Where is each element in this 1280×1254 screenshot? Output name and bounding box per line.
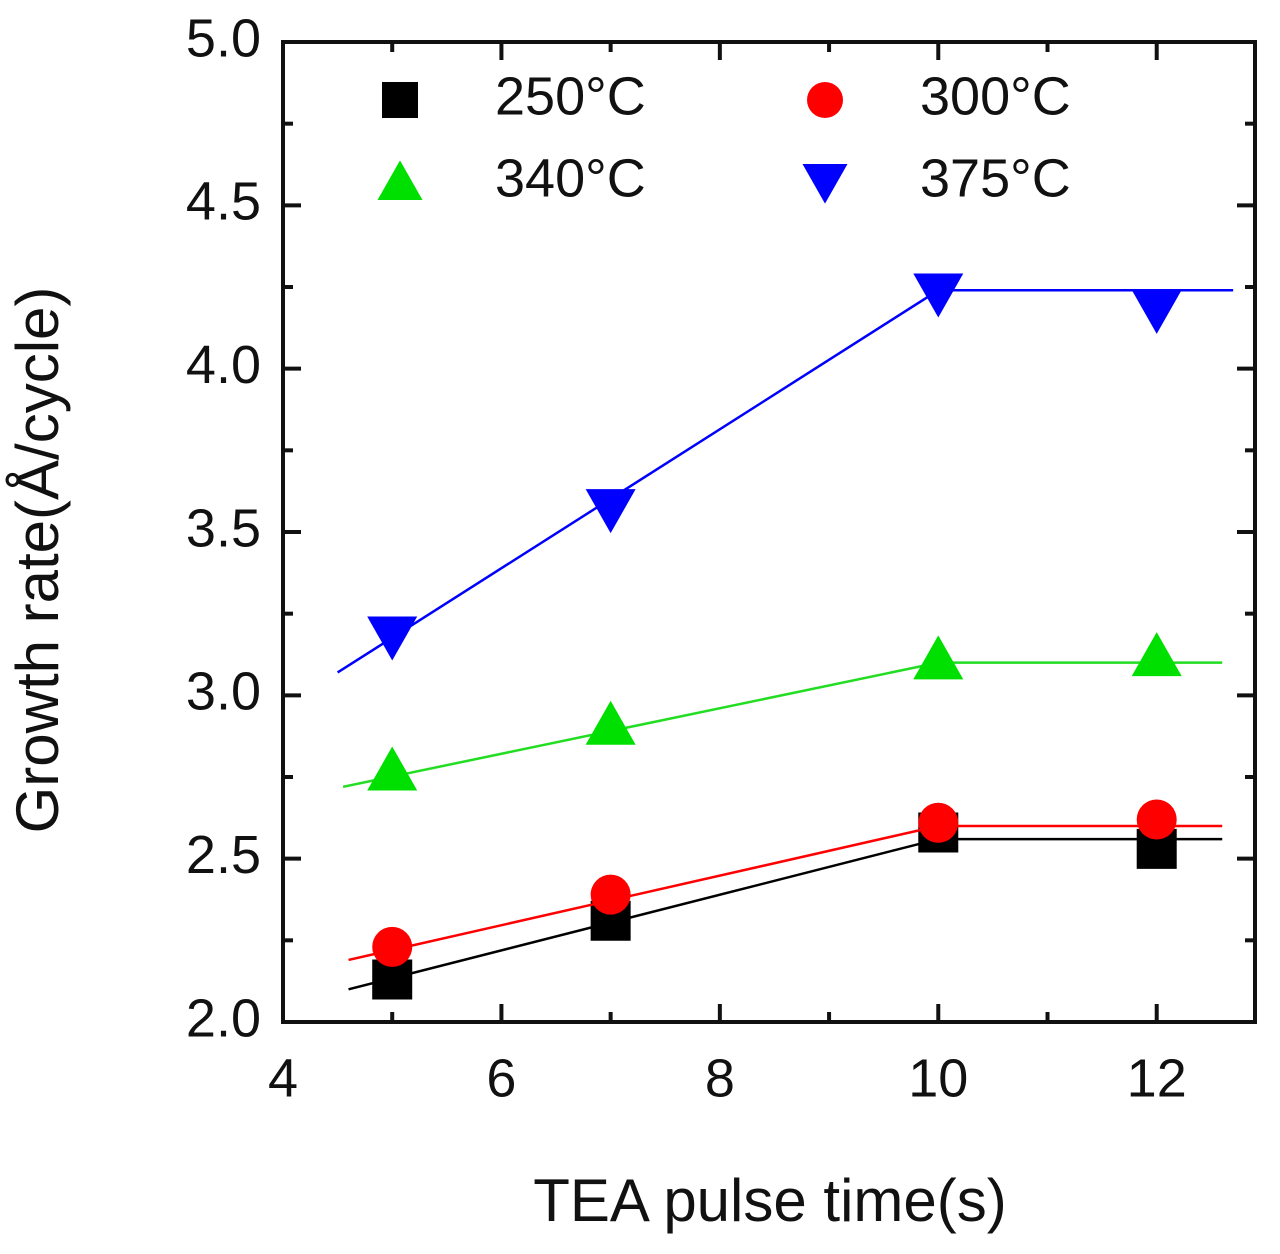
marker <box>367 616 418 661</box>
y-tick-label: 4.0 <box>186 335 261 395</box>
marker <box>913 635 964 680</box>
marker <box>372 959 413 1000</box>
marker <box>1131 289 1182 334</box>
legend-label: 340°C <box>495 148 646 208</box>
marker <box>1131 632 1182 677</box>
fit-line <box>342 661 1223 789</box>
legend-marker <box>802 164 848 204</box>
marker <box>585 700 636 745</box>
marker <box>1136 799 1177 840</box>
legend-marker <box>807 82 843 118</box>
marker <box>590 874 631 915</box>
plot-frame <box>281 40 1257 1024</box>
x-tick-label: 8 <box>705 1048 735 1108</box>
x-axis-label: TEA pulse time(s) <box>533 1167 1006 1234</box>
marker <box>913 273 964 318</box>
legend-label: 300°C <box>920 66 1071 126</box>
y-tick-label: 3.5 <box>186 498 261 558</box>
fit-line <box>348 824 1223 962</box>
fit-line <box>336 289 1234 674</box>
y-tick-label: 4.5 <box>186 172 261 232</box>
x-tick-label: 6 <box>486 1048 516 1108</box>
legend-label: 250°C <box>495 66 646 126</box>
y-axis-label: Growth rate(Å/cycle) <box>4 287 71 834</box>
legend-marker <box>377 160 423 200</box>
y-tick-label: 2.0 <box>186 988 261 1048</box>
x-tick-label: 10 <box>908 1048 968 1108</box>
marker <box>585 489 636 534</box>
marker <box>1136 828 1177 869</box>
y-tick-label: 2.5 <box>186 825 261 885</box>
legend-label: 375°C <box>920 148 1071 208</box>
marker <box>918 802 959 843</box>
x-tick-label: 4 <box>268 1048 298 1108</box>
marker <box>367 746 418 791</box>
y-tick-label: 3.0 <box>186 662 261 722</box>
marker <box>372 926 413 967</box>
y-tick-label: 5.0 <box>186 8 261 68</box>
x-tick-label: 12 <box>1127 1048 1187 1108</box>
legend-marker <box>382 82 418 118</box>
